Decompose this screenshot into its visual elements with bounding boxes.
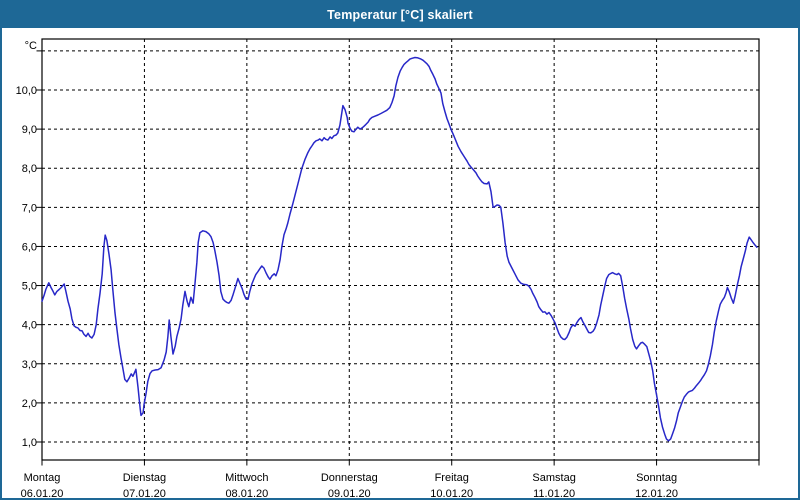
x-axis-date-label: 10.01.20: [430, 488, 473, 498]
x-axis-day-label: Samstag: [532, 472, 575, 484]
x-axis-date-label: 12.01.20: [635, 488, 678, 498]
x-axis-day-label: Freitag: [435, 472, 469, 484]
x-axis-day-label: Montag: [24, 472, 61, 484]
x-axis-date-label: 09.01.20: [328, 488, 371, 498]
x-axis-date-label: 07.01.20: [123, 488, 166, 498]
y-tick-label: 5,0: [22, 281, 37, 293]
x-axis-date-label: 06.01.20: [21, 488, 64, 498]
y-tick-label: 3,0: [22, 359, 37, 371]
x-axis-day-label: Mittwoch: [225, 472, 268, 484]
x-axis-day-label: Dienstag: [123, 472, 166, 484]
y-tick-label: 2,0: [22, 398, 37, 410]
window-title: Temperatur [°C] skaliert: [327, 8, 473, 22]
y-tick-label: 8,0: [22, 163, 37, 175]
y-tick-label: 1,0: [22, 437, 37, 449]
y-tick-label: 4,0: [22, 320, 37, 332]
x-axis-day-label: Donnerstag: [321, 472, 378, 484]
x-axis-date-label: 11.01.20: [533, 488, 575, 498]
plot-border: [41, 38, 760, 461]
x-axis-day-label: Sonntag: [636, 472, 677, 484]
y-tick-label: 10,0: [16, 85, 37, 97]
y-tick-label: 9,0: [22, 124, 37, 136]
y-tick-label: 7,0: [22, 202, 37, 214]
temperature-series-line: [41, 56, 758, 442]
x-axis-date-label: 08.01.20: [225, 488, 268, 498]
y-axis-unit-label: °C: [25, 40, 37, 52]
y-tick-label: 6,0: [22, 241, 37, 253]
title-bar: Temperatur [°C] skaliert: [2, 2, 798, 28]
